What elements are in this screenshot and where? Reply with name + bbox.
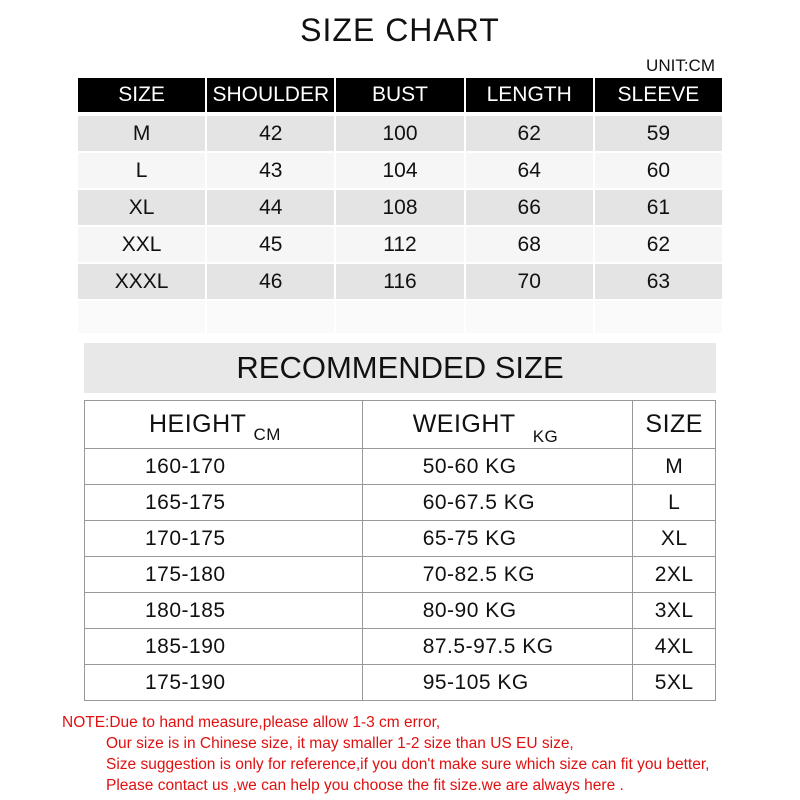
header-size: SIZE bbox=[632, 400, 716, 449]
table-cell: 3XL bbox=[632, 592, 716, 629]
recommended-size-table: HEIGHT CM WEIGHT KG SIZE 160-170 50-60 KG… bbox=[84, 400, 716, 701]
table-header-row: HEIGHT CM WEIGHT KG SIZE bbox=[84, 400, 716, 449]
table-cell: 64 bbox=[465, 153, 593, 188]
size-chart-title: SIZE CHART bbox=[300, 12, 500, 48]
table-cell: 43 bbox=[207, 153, 335, 188]
table-cell: L bbox=[78, 153, 206, 188]
table-row: 175-190 95-105 KG 5XL bbox=[84, 664, 716, 701]
table-cell: 45 bbox=[207, 227, 335, 262]
table-cell: 70-82.5 KG bbox=[361, 556, 634, 593]
table-cell: M bbox=[78, 116, 206, 151]
table-cell: 116 bbox=[336, 264, 464, 299]
weight-unit: KG bbox=[532, 427, 559, 446]
header-height: HEIGHT CM bbox=[84, 400, 363, 449]
table-cell: 65-75 KG bbox=[361, 520, 634, 557]
height-unit: CM bbox=[253, 425, 281, 444]
table-cell: 175-190 bbox=[84, 664, 363, 701]
table-cell: 60-67.5 KG bbox=[361, 484, 634, 521]
table-cell: 68 bbox=[465, 227, 593, 262]
header-weight: WEIGHT KG bbox=[361, 400, 634, 449]
empty-cell bbox=[78, 301, 206, 333]
recommended-size-title: RECOMMENDED SIZE bbox=[84, 343, 716, 393]
table-cell: 62 bbox=[594, 227, 722, 262]
table-cell: 108 bbox=[336, 190, 464, 225]
table-row: 180-185 80-90 KG 3XL bbox=[84, 592, 716, 629]
table-cell: 87.5-97.5 KG bbox=[361, 628, 634, 665]
table-cell: L bbox=[632, 484, 716, 521]
table-cell: 95-105 KG bbox=[361, 664, 634, 701]
table-cell: 46 bbox=[207, 264, 335, 299]
note-line: NOTE:Due to hand measure,please allow 1-… bbox=[62, 714, 441, 731]
table-cell: 4XL bbox=[632, 628, 716, 665]
table-cell: 50-60 KG bbox=[361, 448, 634, 485]
table-cell: 160-170 bbox=[84, 448, 363, 485]
table-cell: 59 bbox=[594, 116, 722, 151]
table-cell: XL bbox=[632, 520, 716, 557]
table-cell: 2XL bbox=[632, 556, 716, 593]
table-cell: 180-185 bbox=[84, 592, 363, 629]
header-height-label: HEIGHT bbox=[149, 410, 246, 438]
empty-cell bbox=[207, 301, 335, 333]
table-cell: 170-175 bbox=[84, 520, 363, 557]
header-cell: SLEEVE bbox=[594, 78, 722, 112]
table-cell: 165-175 bbox=[84, 484, 363, 521]
table-cell: 104 bbox=[336, 153, 464, 188]
header-cell: SIZE bbox=[78, 78, 206, 112]
table-cell: 62 bbox=[465, 116, 593, 151]
header-weight-label: WEIGHT bbox=[412, 410, 516, 438]
table-cell: 61 bbox=[594, 190, 722, 225]
table-cell: 63 bbox=[594, 264, 722, 299]
table-cell: 44 bbox=[207, 190, 335, 225]
table-cell: 112 bbox=[336, 227, 464, 262]
table-cell: 185-190 bbox=[84, 628, 363, 665]
note-line: Size suggestion is only for reference,if… bbox=[106, 756, 710, 773]
table-row: 160-170 50-60 KG M bbox=[84, 448, 716, 485]
unit-label: UNIT:CM bbox=[646, 56, 715, 75]
table-cell: XXL bbox=[78, 227, 206, 262]
table-cell: 100 bbox=[336, 116, 464, 151]
table-cell: 66 bbox=[465, 190, 593, 225]
header-cell: SHOULDER bbox=[207, 78, 335, 112]
header-cell: LENGTH bbox=[465, 78, 593, 112]
note-line: Please contact us ,we can help you choos… bbox=[106, 777, 624, 794]
table-cell: 175-180 bbox=[84, 556, 363, 593]
table-row: 170-175 65-75 KG XL bbox=[84, 520, 716, 557]
table-cell: 60 bbox=[594, 153, 722, 188]
header-cell: BUST bbox=[336, 78, 464, 112]
table-cell: 5XL bbox=[632, 664, 716, 701]
note: NOTE:Due to hand measure,please allow 1-… bbox=[62, 712, 709, 796]
empty-cell bbox=[336, 301, 464, 333]
table-row: 185-190 87.5-97.5 KG 4XL bbox=[84, 628, 716, 665]
empty-cell bbox=[594, 301, 722, 333]
empty-cell bbox=[465, 301, 593, 333]
table-cell: XXXL bbox=[78, 264, 206, 299]
table-row: 175-180 70-82.5 KG 2XL bbox=[84, 556, 716, 593]
note-line: Our size is in Chinese size, it may smal… bbox=[106, 735, 574, 752]
table-cell: XL bbox=[78, 190, 206, 225]
table-cell: 42 bbox=[207, 116, 335, 151]
table-row: 165-175 60-67.5 KG L bbox=[84, 484, 716, 521]
size-chart-table: SIZE SHOULDER BUST LENGTH SLEEVE M 42 100 62 59 L 4… bbox=[78, 78, 722, 333]
table-cell: M bbox=[632, 448, 716, 485]
table-cell: 80-90 KG bbox=[361, 592, 634, 629]
table-cell: 70 bbox=[465, 264, 593, 299]
